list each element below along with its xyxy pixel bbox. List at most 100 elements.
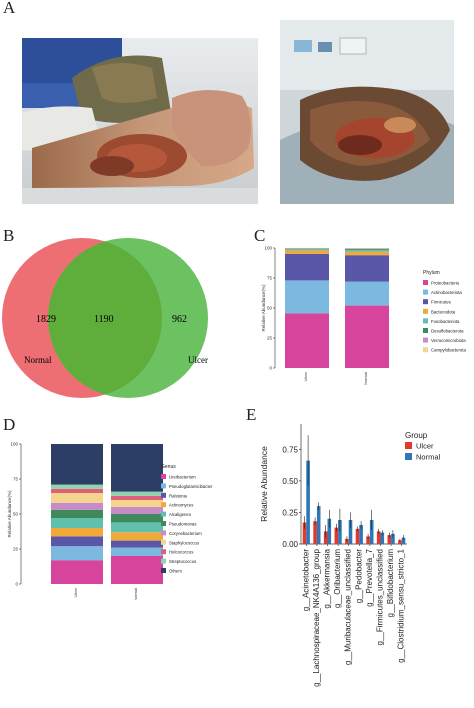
bar [313,521,317,544]
y-tick-label: 50 [267,306,273,311]
legend-entry: Ulcer [416,442,434,451]
x-tick-label: g__Muribaculaceae_unclassified [344,549,353,665]
bar-segment [111,522,163,533]
legend-entry: Proteobacteria [431,281,460,286]
venn-shared-count: 1190 [94,314,114,325]
bar-segment [51,518,103,528]
y-tick-label: 100 [10,442,18,447]
venn-overlap [48,238,162,398]
legend-swatch [161,568,166,573]
bar [380,532,385,544]
bar-segment [111,507,163,514]
x-tick-label: g__Oribacterium [333,549,342,608]
x-tick-label: g__Prevotella_7 [365,548,374,606]
legend-swatch [423,299,428,305]
legend-swatch [423,289,428,295]
legend-swatch [161,502,166,508]
x-tick-label: g__Lachnospiraceae_NK4A136_group [312,548,321,686]
genus-stacked-bar-chart: 0 25 50 75 100 Relative Abundance(%) Ulcer Norm… [7,442,213,601]
bar-segment [345,281,389,306]
bar-segment [51,528,103,537]
bar [338,520,342,544]
legend-entry: Actinobacteriota [431,290,462,295]
bar-segment [111,556,163,584]
bar [359,525,363,544]
bar-segment [51,493,103,503]
x-tick-label: Normal [133,588,138,600]
bar-segment [111,495,163,500]
wound-photo-right [280,20,454,204]
bar [401,537,406,544]
legend-entry: Ralstonia [169,493,188,498]
phylum-stacked-bar-chart: 0 25 50 75 100 Relative Abundance(%) Ulcer Norm… [261,246,466,385]
bar-segment [51,536,103,547]
y-tick-label: 75 [267,276,273,281]
bar-segment [285,248,329,250]
legend-swatch [423,308,428,314]
bar-segment [345,248,389,250]
bar [348,520,353,544]
panel-label-c: C [254,226,266,245]
x-tick-label: g__Acinetobacter [301,549,310,612]
bar [376,531,381,544]
bar-segment [285,254,329,281]
bar-segment [111,532,163,541]
x-tick-label: Ulcer [303,371,308,381]
legend-swatch [423,337,428,343]
legend-swatch [161,530,166,536]
bar-segment [345,249,389,252]
y-axis-label: Relative Abundance [259,446,269,522]
bar-segment [345,251,389,256]
panel-label-a: A [3,0,16,17]
y-tick-label: 0.00 [282,540,298,549]
legend-entry: Streptococcus [169,559,196,564]
legend-entry: Fusobacteriota [431,319,460,324]
legend-entry: Alcaligenes [169,512,191,517]
bar-segment [111,540,163,548]
bar-segment [111,547,163,556]
legend-swatch [161,511,166,517]
bar [316,506,321,544]
x-tick-label: g__Clostridium_sensu_stricto_1 [397,548,406,662]
bar-segment [285,249,329,251]
venn-left-count: 1829 [36,314,56,325]
y-tick-label: 0 [15,582,18,587]
legend-title: Phylum [423,270,440,276]
y-tick-label: 75 [13,477,19,482]
panel-label-b: B [3,226,15,245]
bar [327,518,332,544]
bar [334,527,339,544]
bar [302,522,307,544]
y-tick-label: 25 [267,336,273,341]
bar [345,538,349,544]
legend-entry: Verrucomicrobiota [431,338,466,343]
legend-swatch [423,347,428,353]
venn-left-label: Normal [24,355,52,365]
legend-swatch [405,442,412,449]
bar-segment [51,509,103,519]
legend-swatch [423,318,428,324]
x-tick-label: g__Akkermansia [323,548,332,608]
venn-diagram: 1829 1190 962 Normal Ulcer [2,238,208,398]
y-tick-label: 0.75 [282,445,298,454]
legend-entry: Staphylococcus [169,540,199,545]
venn-right-count: 962 [172,314,187,325]
legend-entry: Others [169,569,182,574]
x-tick-label: g__Pedobacter [354,549,363,604]
bar-segment [51,484,103,489]
bar-segment [285,313,329,368]
legend-swatch [161,549,166,555]
legend-swatch [161,474,166,479]
legend-swatch [161,483,166,489]
bar-segment [285,250,329,254]
legend-title: Group [405,431,428,440]
x-tick-label: Normal [363,372,368,385]
y-axis-label: Relative Abundance(%) [261,284,266,332]
bar [369,520,374,544]
legend-entry: Normal [416,453,441,462]
legend-swatch [161,539,166,545]
legend-entry: Campylobacterota [431,348,466,353]
legend-swatch [161,558,166,564]
bar-segment [51,546,103,561]
legend-entry: Firmicutes [431,300,451,305]
